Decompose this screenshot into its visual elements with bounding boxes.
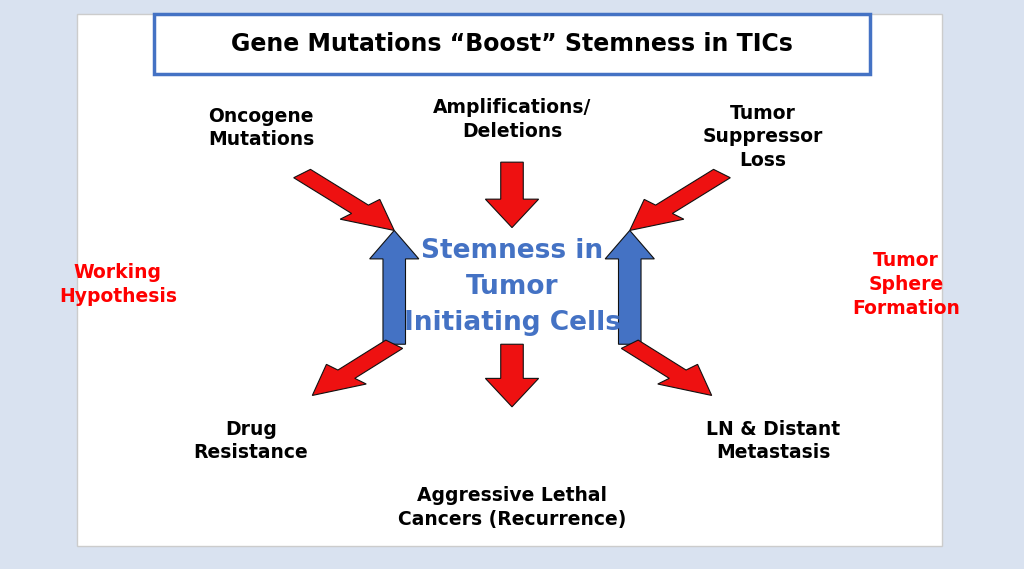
Text: Oncogene
Mutations: Oncogene Mutations — [208, 107, 314, 149]
Text: Aggressive Lethal
Cancers (Recurrence): Aggressive Lethal Cancers (Recurrence) — [397, 486, 627, 529]
Text: Gene Mutations “Boost” Stemness in TICs: Gene Mutations “Boost” Stemness in TICs — [231, 32, 793, 56]
Text: Drug
Resistance: Drug Resistance — [194, 420, 308, 462]
FancyArrow shape — [370, 230, 419, 344]
FancyArrow shape — [622, 340, 712, 395]
Text: Stemness in
Tumor
Initiating Cells: Stemness in Tumor Initiating Cells — [403, 238, 621, 336]
Text: Working
Hypothesis: Working Hypothesis — [58, 263, 177, 306]
FancyArrow shape — [485, 344, 539, 407]
FancyArrow shape — [630, 170, 730, 230]
Text: Amplifications/
Deletions: Amplifications/ Deletions — [433, 98, 591, 141]
Text: Tumor
Suppressor
Loss: Tumor Suppressor Loss — [702, 104, 823, 170]
FancyArrow shape — [294, 170, 394, 230]
FancyArrow shape — [312, 340, 402, 395]
FancyBboxPatch shape — [77, 14, 942, 546]
FancyArrow shape — [485, 162, 539, 228]
Text: Tumor
Sphere
Formation: Tumor Sphere Formation — [852, 251, 961, 318]
FancyArrow shape — [605, 230, 654, 344]
Text: LN & Distant
Metastasis: LN & Distant Metastasis — [707, 420, 840, 462]
FancyBboxPatch shape — [154, 14, 870, 74]
